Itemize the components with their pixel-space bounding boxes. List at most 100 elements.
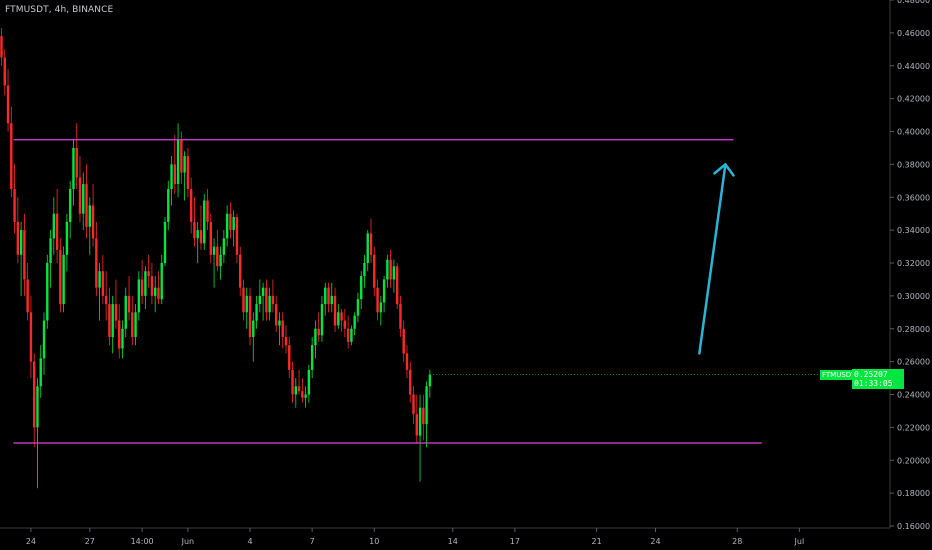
time-tick-label: Jun [181,537,195,546]
candle-body [55,213,59,250]
price-tick-label: 0.16000 [897,522,930,531]
candle-body [173,164,177,185]
last-price-badge: 0.25207 01:33:05 [852,369,904,389]
candle-body [219,254,222,267]
candle-body [366,233,369,263]
candle-body [46,263,49,321]
candle-body [386,259,389,280]
candle-body [153,287,157,296]
time-tick-label: 28 [732,537,742,546]
candle-body [104,295,108,305]
candle-body [75,147,78,178]
time-tick-label: 24 [650,537,660,546]
candle-body [258,295,262,305]
candle-body [212,246,216,255]
candle-body [68,189,72,222]
candle-body [160,263,163,300]
candle-body [183,156,186,173]
candle-body [0,36,3,58]
time-tick-label: 14:00 [131,537,154,546]
candle-body [245,295,248,313]
candle-body [333,295,337,326]
price-tick-label: 0.18000 [897,489,930,498]
time-tick-label: 10 [369,537,379,546]
candle-body [206,200,209,222]
up-arrow-shaft [698,163,727,355]
candle-body [13,189,16,222]
candle-body [274,304,278,326]
candle-body [340,312,343,321]
candle-body [16,221,20,255]
candle-body [304,394,307,398]
candle-body [405,353,409,370]
time-tick-label: 24 [26,537,36,546]
candle-body [382,279,386,303]
candle-body [343,320,347,329]
candle-body [346,328,350,342]
candle-body [291,369,294,395]
candle-body [271,295,275,305]
candle-body [167,189,170,222]
candle-body [3,57,6,86]
time-tick-label: 27 [85,537,95,546]
candle-body [353,315,356,329]
time-tick-label: 17 [510,537,520,546]
candle-body [42,320,46,359]
candle-body [62,254,65,305]
candle-body [39,358,42,387]
candle-body [144,271,147,296]
candle-body [415,414,418,436]
candle-body [140,279,144,296]
candle-body [242,287,245,313]
candle-body [137,279,141,313]
price-tick-label: 0.24000 [897,391,930,400]
candle-body [186,156,190,190]
candle-body [297,386,301,392]
price-tick-label: 0.32000 [897,259,930,268]
candle-body [193,221,196,239]
candle-body [337,312,340,326]
candle-body [111,304,114,337]
candle-body [121,328,124,349]
candle-body [222,238,226,255]
price-tick-label: 0.48000 [897,0,930,5]
candle-body [6,85,10,124]
candle-body [278,320,281,326]
candle-body [301,391,304,398]
price-tick-label: 0.34000 [897,226,930,235]
candle-body [101,271,105,296]
candle-body [189,189,193,222]
candle-body [36,386,39,428]
candle-body [363,263,366,277]
candle-body [95,238,98,288]
candle-body [19,230,23,255]
candle-body [225,213,229,239]
candle-body [170,164,173,190]
price-tick-label: 0.42000 [897,95,930,104]
candle-body [85,184,88,227]
candle-body [327,287,330,305]
candle-body [412,394,415,415]
candle-body [26,279,29,313]
candle-body [134,312,137,337]
time-tick-label: Jul [794,537,805,546]
time-tick-label: 21 [592,537,602,546]
candle-body [307,369,311,395]
candle-body [255,304,258,321]
candle-body [23,230,26,280]
time-tick-label: 7 [310,537,315,546]
candle-body [72,147,75,190]
candle-body [317,328,320,336]
price-tick-label: 0.22000 [897,423,930,432]
price-tick-label: 0.46000 [897,29,930,38]
candle-body [350,328,353,342]
candle-body [78,177,82,214]
symbol-title: FTMUSDT, 4h, BINANCE [5,5,114,15]
candle-body [127,295,131,313]
candle-body [239,254,242,288]
price-tick-label: 0.20000 [897,456,930,465]
candle-body [294,386,297,395]
time-tick-label: 14 [448,537,458,546]
candle-body [49,238,52,263]
